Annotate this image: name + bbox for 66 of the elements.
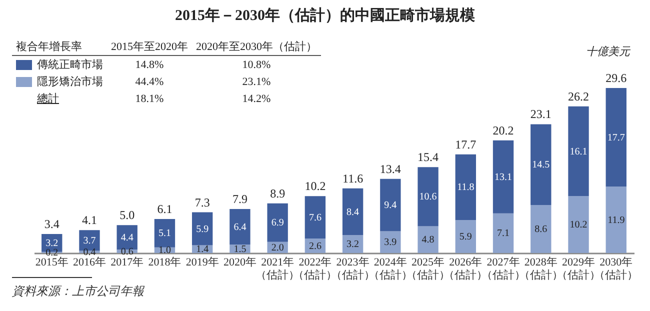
text: 23.1% (241, 74, 272, 90)
data-label: 5.1 (158, 228, 171, 240)
x-tick-label: 2019年 (186, 256, 219, 268)
data-label: 11.9 (608, 214, 625, 226)
legend-label: 隱形矯治市場 (36, 76, 103, 88)
x-tick-label: 2016年 (72, 256, 106, 268)
total-label: 15.4 (418, 150, 439, 164)
data-label: 8.4 (346, 206, 360, 218)
x-tick-label: 2020年 (223, 256, 256, 268)
data-label: 6.9 (271, 218, 284, 229)
data-label: 8.6 (534, 224, 548, 236)
text: 14.8% (134, 58, 165, 72)
data-label: 5.9 (196, 224, 209, 235)
data-label: 1.0 (158, 245, 171, 256)
x-tick-label: 2015年 (35, 256, 68, 268)
data-label: 2.0 (271, 242, 284, 254)
data-label: 10.2 (570, 220, 588, 231)
data-label: 3.2 (346, 239, 360, 250)
data-label: 4.4 (120, 232, 134, 244)
legend-label: 傳統正畸市場 (36, 59, 103, 71)
annotation: 18.1% (134, 92, 165, 106)
data-label: 11.8 (457, 182, 474, 194)
annotation: 總計 (37, 93, 59, 105)
total-label: 17.7 (455, 137, 476, 152)
data-label: 5.9 (459, 232, 472, 243)
total-label: 8.9 (270, 186, 286, 200)
text: 複合年增長率 (12, 38, 107, 56)
x-tick-label: 2018年 (148, 256, 182, 268)
data-label: 4.8 (422, 234, 434, 246)
text: 44.4% (134, 74, 165, 90)
total-label: 7.9 (232, 192, 248, 206)
data-label: 2.6 (308, 240, 322, 252)
annotation: 14.2% (241, 92, 272, 106)
total-label: 20.2 (492, 123, 514, 138)
total-label: 13.4 (380, 162, 401, 176)
data-label: 1.4 (196, 244, 209, 256)
data-label: 7.1 (497, 228, 510, 240)
data-label: 14.5 (532, 160, 550, 171)
data-label: 3.9 (384, 237, 397, 248)
data-label: 17.7 (607, 132, 625, 144)
data-label: 16.1 (570, 146, 588, 158)
total-label: 7.3 (194, 195, 210, 210)
total-label: 4.1 (82, 213, 97, 228)
data-label: 7.6 (308, 212, 322, 224)
total-label: 26.2 (568, 89, 590, 104)
total-label: 3.4 (44, 217, 60, 232)
data-label: 6.4 (234, 222, 246, 233)
text: 10.8% (241, 58, 272, 72)
source-note: 資料來源：上市公司年報 (12, 283, 144, 300)
data-label: 10.6 (419, 192, 437, 203)
data-label: 13.1 (494, 172, 512, 183)
chart-title: 2015年－2030年（估計）的中國正畸市場規模 (174, 6, 476, 25)
text: 2020年至2030年（估計） (192, 38, 321, 56)
data-label: 9.4 (384, 200, 397, 212)
data-label: 1.5 (234, 244, 246, 255)
total-label: 10.2 (304, 179, 326, 194)
x-tick-label: 2017年 (110, 256, 144, 268)
data-label: 3.2 (46, 238, 58, 249)
total-label: 6.1 (157, 202, 172, 216)
total-label: 23.1 (530, 107, 552, 122)
total-label: 11.6 (342, 171, 364, 186)
total-label: 5.0 (120, 208, 135, 222)
data-label: 3.7 (83, 235, 96, 246)
total-label: 29.6 (606, 71, 627, 85)
text: 2015年至2020年 (107, 38, 192, 56)
y-axis-title: 十億美元 (586, 44, 630, 59)
